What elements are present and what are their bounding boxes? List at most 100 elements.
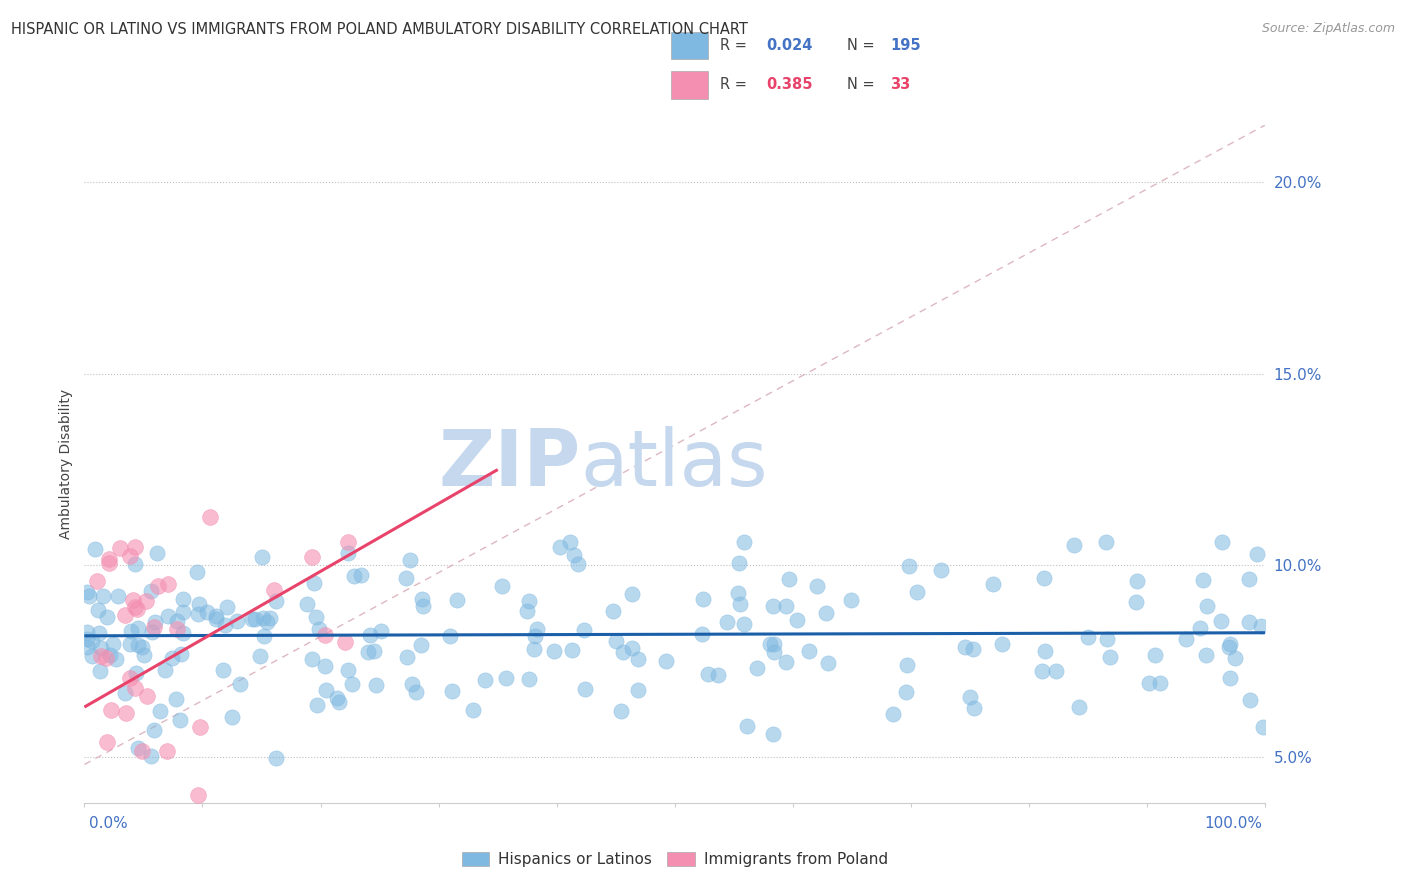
Text: atlas: atlas — [581, 425, 768, 502]
Point — [308, 622, 330, 636]
Point — [1219, 637, 1241, 651]
Point — [806, 579, 828, 593]
Point — [737, 719, 759, 733]
Point — [1143, 648, 1166, 662]
Point — [141, 624, 163, 639]
Point — [96, 735, 118, 749]
Point — [172, 591, 194, 606]
Point — [1045, 665, 1067, 679]
Point — [186, 565, 208, 579]
Point — [1174, 632, 1197, 646]
Point — [263, 583, 285, 598]
Point — [696, 667, 718, 681]
Point — [165, 691, 187, 706]
Point — [120, 624, 142, 638]
Point — [172, 626, 194, 640]
Point — [1211, 535, 1233, 549]
Text: N =: N = — [846, 37, 879, 53]
Point — [955, 640, 977, 654]
Point — [778, 572, 800, 586]
Point — [894, 684, 917, 698]
Point — [108, 541, 131, 555]
Point — [340, 677, 363, 691]
Point — [562, 548, 585, 562]
Point — [409, 638, 432, 652]
Point — [101, 636, 124, 650]
Point — [763, 636, 786, 650]
Point — [401, 677, 423, 691]
Point — [931, 563, 953, 577]
Point — [295, 598, 318, 612]
Point — [1094, 535, 1116, 549]
Point — [730, 597, 752, 611]
Point — [981, 576, 1004, 591]
Point — [1031, 664, 1053, 678]
Point — [252, 611, 274, 625]
Point — [124, 681, 146, 695]
Point — [143, 619, 166, 633]
Point — [100, 704, 122, 718]
Point — [166, 622, 188, 636]
Point — [797, 644, 820, 658]
Point — [172, 605, 194, 619]
Point — [897, 558, 920, 573]
Point — [343, 569, 366, 583]
Point — [253, 629, 276, 643]
Point — [474, 673, 496, 687]
Point — [266, 750, 288, 764]
Point — [266, 594, 288, 608]
Point — [204, 612, 226, 626]
Text: Source: ZipAtlas.com: Source: ZipAtlas.com — [1261, 22, 1395, 36]
Point — [240, 612, 263, 626]
Point — [1033, 571, 1056, 585]
Point — [301, 652, 323, 666]
Point — [166, 614, 188, 628]
Point — [229, 676, 252, 690]
Point — [131, 640, 153, 654]
Point — [439, 629, 461, 643]
Point — [146, 579, 169, 593]
Point — [543, 644, 565, 658]
Point — [621, 641, 644, 656]
Point — [205, 608, 228, 623]
Point — [139, 584, 162, 599]
Point — [395, 571, 418, 585]
Point — [153, 663, 176, 677]
Point — [125, 666, 148, 681]
Point — [87, 626, 110, 640]
Point — [1246, 547, 1268, 561]
Point — [1218, 640, 1240, 655]
Text: 0.024: 0.024 — [766, 37, 813, 53]
Point — [143, 615, 166, 630]
Point — [412, 599, 434, 613]
Point — [97, 556, 120, 570]
Point — [1219, 671, 1241, 685]
Point — [160, 651, 183, 665]
Text: HISPANIC OR LATINO VS IMMIGRANTS FROM POLAND AMBULATORY DISABILITY CORRELATION C: HISPANIC OR LATINO VS IMMIGRANTS FROM PO… — [11, 22, 748, 37]
Point — [337, 535, 360, 549]
Point — [305, 698, 328, 713]
Point — [526, 622, 548, 636]
Point — [198, 510, 221, 524]
Point — [446, 593, 468, 607]
Point — [405, 685, 427, 699]
Point — [107, 589, 129, 603]
Point — [214, 617, 236, 632]
Point — [124, 541, 146, 555]
Point — [156, 576, 179, 591]
Point — [762, 645, 785, 659]
Point — [98, 648, 121, 663]
Point — [96, 610, 118, 624]
Point — [1149, 676, 1171, 690]
Point — [1125, 595, 1147, 609]
Point — [516, 604, 538, 618]
Point — [959, 690, 981, 704]
Text: R =: R = — [720, 77, 752, 92]
Point — [1195, 648, 1218, 663]
Point — [517, 594, 540, 608]
Point — [170, 647, 193, 661]
Point — [440, 683, 463, 698]
Point — [523, 641, 546, 656]
Point — [963, 701, 986, 715]
Point — [259, 611, 281, 625]
